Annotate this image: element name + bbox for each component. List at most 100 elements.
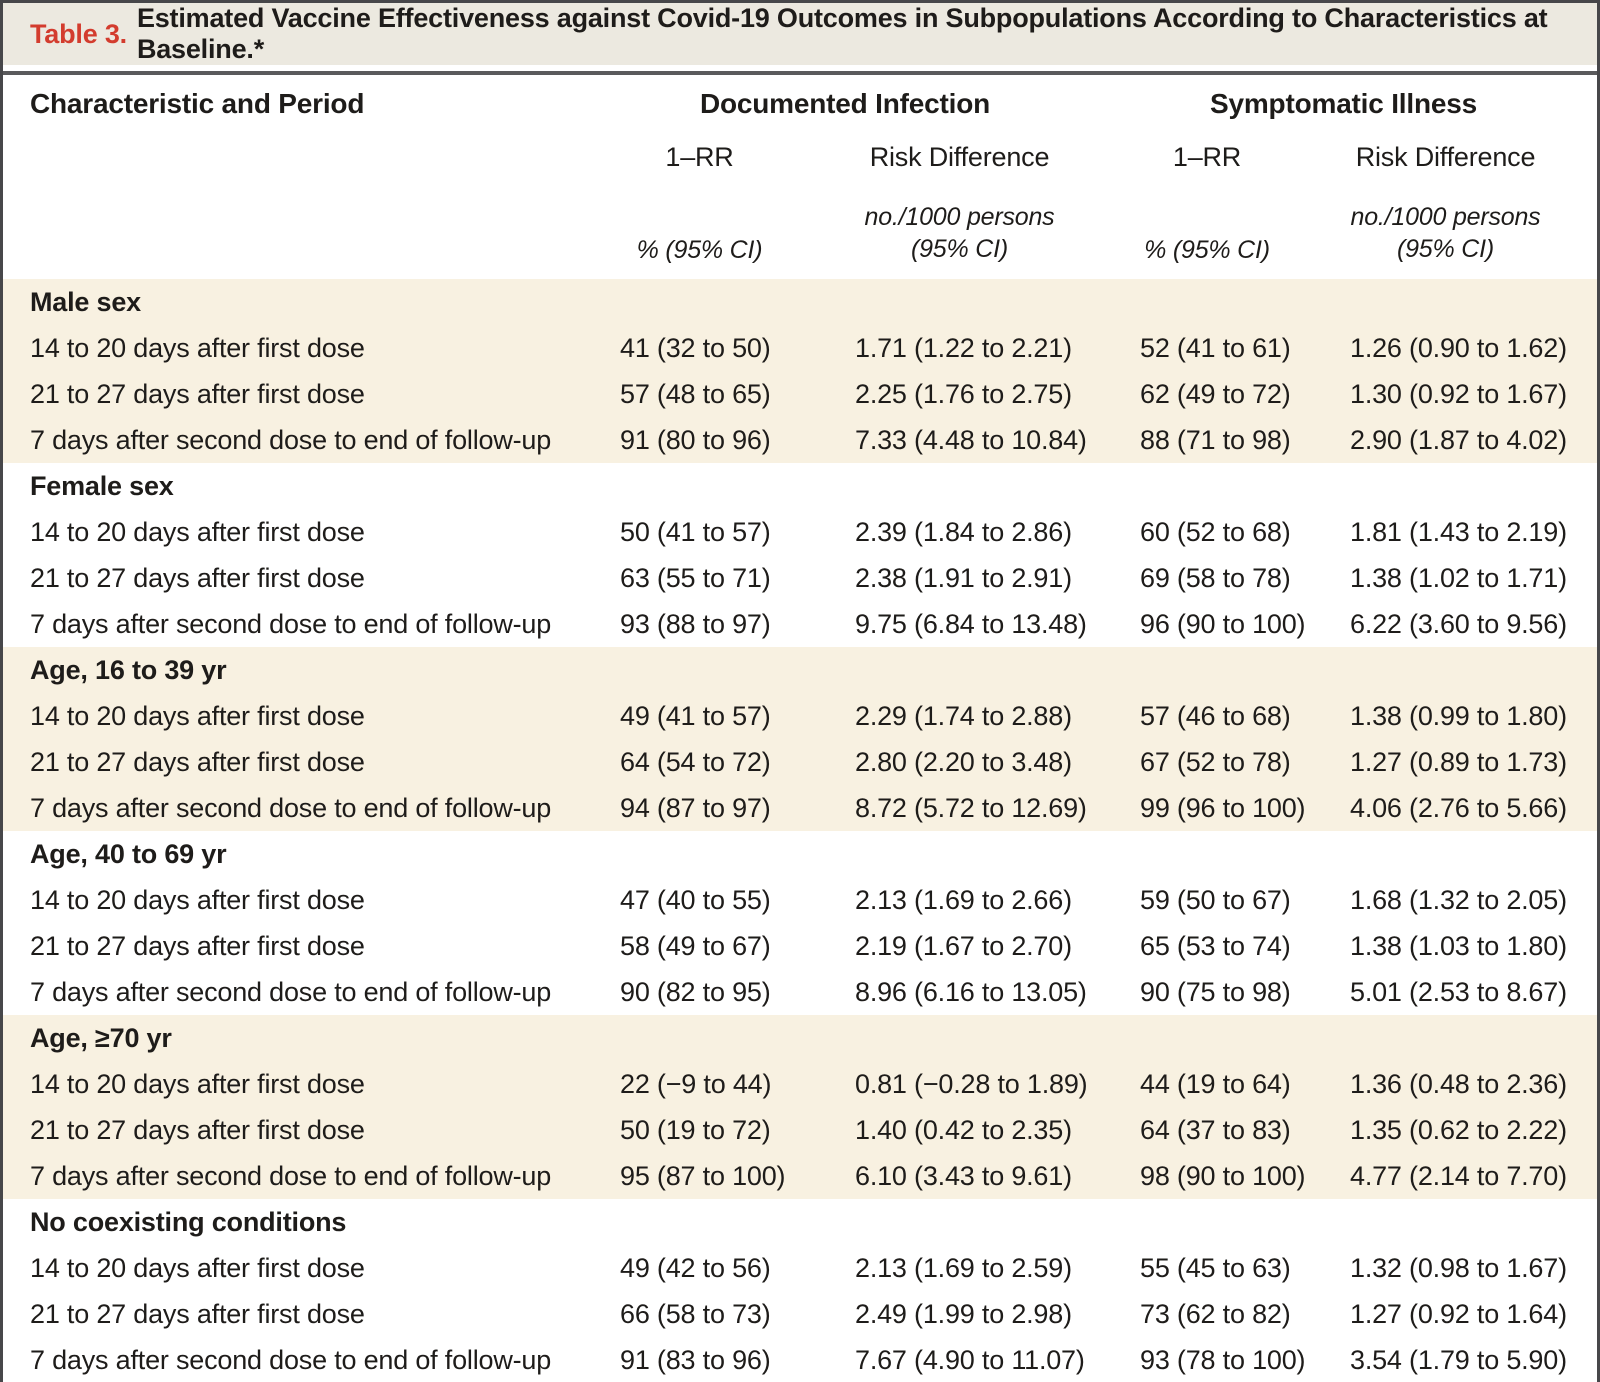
table-row: 21 to 27 days after first dose 64 (54 to …: [3, 739, 1597, 785]
table-row: 14 to 20 days after first dose 47 (40 to …: [3, 877, 1597, 923]
table-body: Male sex 14 to 20 days after first dose 41…: [3, 279, 1597, 1382]
column-header-documented-rr: 1–RR: [665, 141, 734, 172]
group-label: Age, ≥70 yr: [30, 1022, 172, 1053]
period-label: 21 to 27 days after first dose: [30, 930, 365, 961]
group-header-row: No coexisting conditions: [3, 1199, 1597, 1245]
table-row: 14 to 20 days after first dose 49 (42 to …: [3, 1245, 1597, 1291]
documented-rr-value: 93 (88 to 97): [620, 608, 771, 639]
table-row: 7 days after second dose to end of follo…: [3, 417, 1597, 463]
documented-rr-value: 57 (48 to 65): [620, 378, 771, 409]
column-header-documented-risk-difference: Risk Difference: [869, 141, 1050, 172]
documented-rr-value: 22 (−9 to 44): [620, 1068, 772, 1099]
symptomatic-rd-value: 1.38 (1.02 to 1.71): [1350, 562, 1567, 593]
table-title-band: Table 3. Estimated Vaccine Effectiveness…: [3, 3, 1597, 65]
documented-rd-value: 9.75 (6.84 to 13.48): [855, 608, 1087, 639]
period-label: 7 days after second dose to end of follo…: [30, 792, 552, 823]
documented-rd-value: 2.29 (1.74 to 2.88): [855, 700, 1072, 731]
documented-rd-value: 2.80 (2.20 to 3.48): [855, 746, 1072, 777]
units-documented-risk-difference: no./1000 persons (95% CI): [835, 202, 1120, 265]
period-label: 14 to 20 days after first dose: [30, 332, 365, 363]
documented-rr-value: 90 (82 to 95): [620, 976, 771, 1007]
documented-rr-value: 95 (87 to 100): [620, 1160, 786, 1191]
table-group: Age, 16 to 39 yr 14 to 20 days after firs…: [3, 647, 1597, 831]
symptomatic-rd-value: 6.22 (3.60 to 9.56): [1350, 608, 1567, 639]
table-row: 7 days after second dose to end of follo…: [3, 1337, 1597, 1382]
symptomatic-rr-value: 93 (78 to 100): [1140, 1344, 1306, 1375]
symptomatic-rr-value: 52 (41 to 61): [1140, 332, 1291, 363]
table-row: 14 to 20 days after first dose 50 (41 to …: [3, 509, 1597, 555]
table-header: Characteristic and Period Documented Inf…: [3, 75, 1597, 279]
header-row-units: % (95% CI) no./1000 persons (95% CI) % (…: [3, 181, 1597, 279]
units-line-2: (95% CI): [1396, 234, 1495, 263]
symptomatic-rr-value: 73 (62 to 82): [1140, 1298, 1291, 1329]
documented-rd-value: 0.81 (−0.28 to 1.89): [855, 1068, 1088, 1099]
documented-rd-value: 1.71 (1.22 to 2.21): [855, 332, 1072, 363]
documented-rd-value: 2.39 (1.84 to 2.86): [855, 516, 1072, 547]
documented-rd-value: 8.72 (5.72 to 12.69): [855, 792, 1087, 823]
column-group-symptomatic-illness: Symptomatic Illness: [1210, 88, 1477, 119]
documented-rd-value: 2.19 (1.67 to 2.70): [855, 930, 1072, 961]
table-row: 7 days after second dose to end of follo…: [3, 1153, 1597, 1199]
documented-rd-value: 2.13 (1.69 to 2.59): [855, 1252, 1072, 1283]
symptomatic-rd-value: 1.30 (0.92 to 1.67): [1350, 378, 1567, 409]
symptomatic-rr-value: 57 (46 to 68): [1140, 700, 1291, 731]
period-label: 14 to 20 days after first dose: [30, 1068, 365, 1099]
table-row: 14 to 20 days after first dose 49 (41 to …: [3, 693, 1597, 739]
documented-rr-value: 91 (83 to 96): [620, 1344, 771, 1375]
period-label: 7 days after second dose to end of follo…: [30, 976, 552, 1007]
symptomatic-rr-value: 98 (90 to 100): [1140, 1160, 1306, 1191]
documented-rr-value: 91 (80 to 96): [620, 424, 771, 455]
period-label: 21 to 27 days after first dose: [30, 378, 365, 409]
documented-rd-value: 1.40 (0.42 to 2.35): [855, 1114, 1072, 1145]
documented-rd-value: 6.10 (3.43 to 9.61): [855, 1160, 1072, 1191]
period-label: 21 to 27 days after first dose: [30, 1298, 365, 1329]
symptomatic-rr-value: 96 (90 to 100): [1140, 608, 1306, 639]
table-row: 21 to 27 days after first dose 66 (58 to …: [3, 1291, 1597, 1337]
table-group: Male sex 14 to 20 days after first dose 41…: [3, 279, 1597, 463]
group-label: Age, 40 to 69 yr: [30, 838, 227, 869]
table-row: 7 days after second dose to end of follo…: [3, 601, 1597, 647]
period-label: 21 to 27 days after first dose: [30, 1114, 365, 1145]
table-group: Age, ≥70 yr 14 to 20 days after first dos…: [3, 1015, 1597, 1199]
period-label: 14 to 20 days after first dose: [30, 700, 365, 731]
units-line-1: no./1000 persons: [1350, 203, 1541, 231]
symptomatic-rd-value: 1.27 (0.89 to 1.73): [1350, 746, 1567, 777]
group-label: Female sex: [30, 470, 174, 501]
group-label: No coexisting conditions: [30, 1206, 347, 1237]
table-row: 21 to 27 days after first dose 63 (55 to …: [3, 555, 1597, 601]
documented-rr-value: 64 (54 to 72): [620, 746, 771, 777]
table-row: 14 to 20 days after first dose 41 (32 to …: [3, 325, 1597, 371]
symptomatic-rd-value: 1.81 (1.43 to 2.19): [1350, 516, 1567, 547]
documented-rd-value: 8.96 (6.16 to 13.05): [855, 976, 1087, 1007]
symptomatic-rr-value: 88 (71 to 98): [1140, 424, 1291, 455]
units-symptomatic-rr: % (95% CI): [1144, 236, 1270, 264]
group-header-row: Male sex: [3, 279, 1597, 325]
symptomatic-rd-value: 1.68 (1.32 to 2.05): [1350, 884, 1567, 915]
table-row: 7 days after second dose to end of follo…: [3, 969, 1597, 1015]
symptomatic-rr-value: 60 (52 to 68): [1140, 516, 1291, 547]
table-title: Estimated Vaccine Effectiveness against …: [136, 3, 1548, 64]
units-line-2: (95% CI): [910, 234, 1009, 263]
group-header-row: Age, 40 to 69 yr: [3, 831, 1597, 877]
column-group-documented-infection: Documented Infection: [699, 88, 990, 119]
group-label: Male sex: [30, 286, 141, 317]
documented-rr-value: 50 (19 to 72): [620, 1114, 771, 1145]
table-number-label: Table 3.: [30, 18, 127, 49]
documented-rd-value: 7.67 (4.90 to 11.07): [855, 1344, 1085, 1375]
symptomatic-rr-value: 67 (52 to 78): [1140, 746, 1291, 777]
units-symptomatic-risk-difference: no./1000 persons (95% CI): [1330, 202, 1597, 265]
symptomatic-rd-value: 2.90 (1.87 to 4.02): [1350, 424, 1567, 455]
documented-rd-value: 2.25 (1.76 to 2.75): [855, 378, 1072, 409]
documented-rr-value: 63 (55 to 71): [620, 562, 771, 593]
documented-rr-value: 49 (42 to 56): [620, 1252, 771, 1283]
column-header-characteristic: Characteristic and Period: [30, 88, 365, 119]
symptomatic-rr-value: 65 (53 to 74): [1140, 930, 1291, 961]
header-row-groups: Characteristic and Period Documented Inf…: [3, 75, 1597, 133]
symptomatic-rd-value: 1.38 (0.99 to 1.80): [1350, 700, 1567, 731]
table-group: No coexisting conditions 14 to 20 days af…: [3, 1199, 1597, 1382]
documented-rd-value: 2.38 (1.91 to 2.91): [855, 562, 1072, 593]
symptomatic-rd-value: 5.01 (2.53 to 8.67): [1350, 976, 1567, 1007]
column-header-symptomatic-rr: 1–RR: [1172, 141, 1242, 172]
documented-rr-value: 47 (40 to 55): [620, 884, 771, 915]
